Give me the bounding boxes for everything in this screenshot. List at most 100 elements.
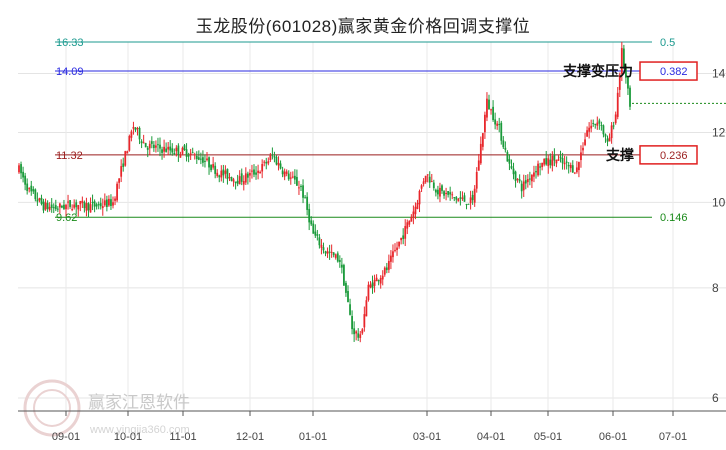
candle-body-267 (563, 162, 566, 165)
candle-body-255 (539, 166, 541, 168)
y-tick-label-2: 10 (712, 195, 726, 209)
candle-body-75 (171, 148, 174, 153)
level-ratio-label-2: 0.236 (660, 150, 688, 162)
candle-body-202 (430, 181, 433, 183)
candle-body-82 (185, 149, 188, 157)
candle-body-264 (557, 159, 560, 161)
x-tick-label-9: 07-01 (659, 431, 687, 443)
candle-body-137 (298, 187, 300, 189)
candle-body-280 (590, 125, 593, 129)
level-ratio-label-1: 0.382 (660, 66, 688, 78)
candle-body-69 (159, 144, 161, 149)
candle-body-38 (95, 204, 98, 207)
level-price-label-2: 11.32 (56, 150, 83, 162)
candle-body-298 (627, 77, 629, 89)
candle-body-295 (620, 48, 623, 74)
candle-body-13 (44, 202, 47, 210)
candle-body-239 (506, 151, 509, 162)
candle-body-242 (512, 168, 515, 175)
candle-body-210 (447, 190, 450, 195)
candle-body-35 (89, 204, 92, 213)
candle-body-57 (134, 127, 137, 131)
axes: 6 8 10 12 14 09-01 10-01 11-01 12-01 01-01 03-01 04… (18, 66, 726, 443)
candle-body-283 (596, 122, 599, 126)
candle-body-191 (408, 220, 411, 225)
candle-body-197 (420, 185, 423, 189)
candle-body-246 (520, 183, 523, 192)
candle-body-0 (18, 165, 20, 173)
candle-body-232 (492, 106, 494, 120)
y-tick-label-3: 12 (712, 126, 726, 140)
candle-body-244 (516, 178, 519, 180)
candle-body-41 (101, 206, 104, 208)
candle-body-66 (152, 144, 155, 149)
candle-body-30 (79, 201, 82, 205)
candle-body-92 (206, 158, 208, 161)
candle-body-78 (177, 145, 180, 155)
candle-body-297 (625, 66, 627, 78)
candle-body-150 (324, 251, 327, 254)
candle-body-6 (30, 185, 33, 192)
candle-body-124 (271, 154, 274, 156)
candle-body-93 (208, 157, 210, 168)
candle-body-94 (210, 164, 212, 171)
candle-body-226 (479, 143, 482, 164)
candle-body-176 (377, 279, 380, 282)
candle-body-236 (500, 122, 503, 141)
candle-body-59 (138, 127, 141, 140)
candle-body-256 (541, 162, 544, 168)
candle-body-260 (549, 159, 552, 166)
candle-body-171 (367, 284, 370, 300)
candle-body-186 (398, 241, 400, 247)
candle-body-254 (537, 163, 539, 176)
candle-body-145 (314, 231, 317, 236)
candle-body-108 (238, 176, 241, 185)
candle-body-122 (267, 161, 270, 164)
candle-body-195 (416, 203, 419, 209)
level-price-label-3: 9.62 (56, 212, 77, 224)
candle-body-7 (32, 189, 35, 192)
candle-body-60 (140, 141, 143, 144)
candle-body-135 (293, 175, 296, 180)
candle-body-257 (543, 158, 546, 165)
candle-body-284 (598, 120, 601, 124)
candle-body-157 (338, 260, 341, 262)
candle-body-12 (42, 201, 45, 211)
candle-body-289 (608, 137, 611, 142)
candle-body-71 (163, 146, 165, 152)
candle-body-102 (226, 168, 229, 179)
candle-body-258 (545, 158, 548, 165)
candle-body-22 (63, 204, 65, 209)
candle-body-178 (381, 275, 384, 280)
candle-body-11 (40, 197, 43, 204)
candle-body-272 (573, 172, 576, 174)
candle-body-17 (52, 207, 55, 209)
candle-body-160 (345, 282, 347, 293)
candle-body-162 (349, 304, 351, 315)
candle-body-240 (508, 159, 511, 164)
fib-levels: 16.33 0.5 14.09 0.382 11.32 0.236 9.62 0.146 (55, 37, 726, 224)
level-price-label-0: 16.33 (56, 37, 84, 49)
candle-body-279 (588, 127, 591, 132)
candle-body-271 (571, 165, 574, 173)
candle-body-25 (69, 200, 71, 207)
candle-body-32 (83, 202, 86, 209)
candles (18, 41, 631, 343)
candle-body-112 (246, 173, 249, 178)
candle-body-251 (531, 174, 533, 182)
candle-body-100 (222, 169, 225, 176)
candle-body-158 (340, 264, 343, 268)
candle-body-211 (449, 192, 452, 195)
x-tick-label-8: 06-01 (599, 431, 627, 443)
candle-body-169 (363, 314, 366, 328)
candle-body-23 (65, 204, 67, 210)
candle-body-231 (490, 109, 492, 111)
watermark-main: 赢家江恩软件 (88, 393, 190, 412)
candle-body-238 (504, 147, 507, 150)
candle-body-252 (533, 172, 535, 177)
candle-body-111 (244, 173, 247, 183)
candle-body-43 (105, 199, 108, 208)
candle-body-219 (465, 204, 468, 206)
candle-body-20 (58, 203, 61, 208)
